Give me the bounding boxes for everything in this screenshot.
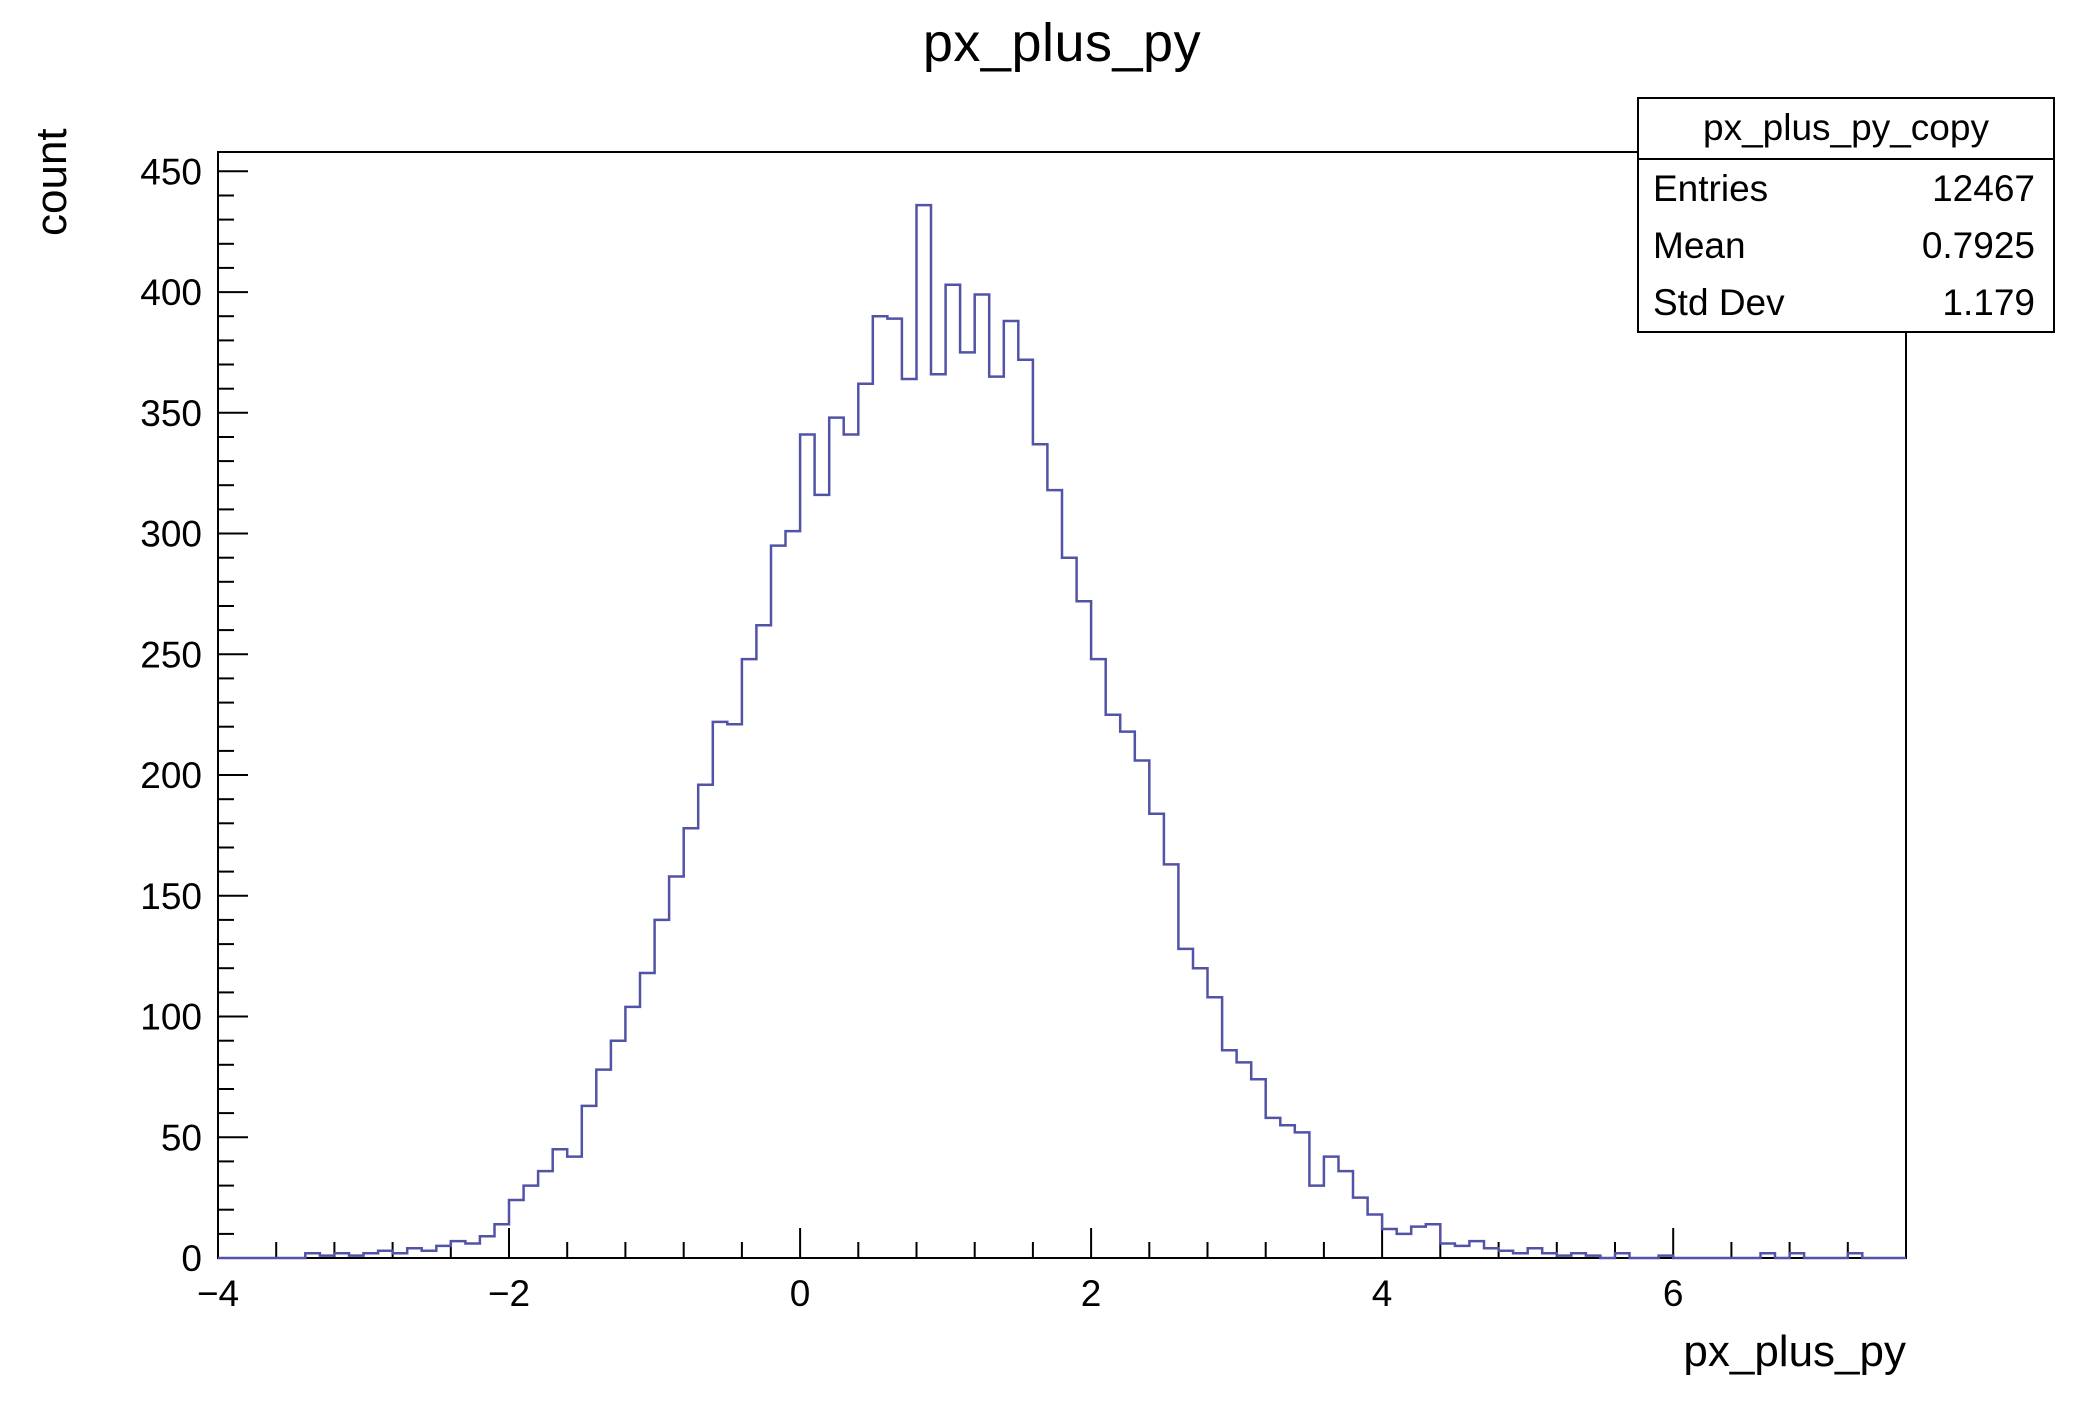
y-tick-label: 100 xyxy=(140,997,202,1038)
y-tick-label: 450 xyxy=(140,151,202,192)
stats-label: Mean xyxy=(1653,225,1746,266)
y-tick-label: 150 xyxy=(140,876,202,917)
y-tick-label: 350 xyxy=(140,393,202,434)
x-axis-tick-labels: −4 −2 0 2 4 6 xyxy=(197,1273,1684,1314)
y-tick-label: 50 xyxy=(161,1117,202,1158)
stats-row-entries: Entries 12467 xyxy=(1639,160,2053,217)
histogram-line xyxy=(218,203,1906,1260)
x-tick-label: −4 xyxy=(197,1273,239,1314)
x-tick-label: 0 xyxy=(790,1273,811,1314)
y-tick-label: 400 xyxy=(140,272,202,313)
stats-box: px_plus_py_copy Entries 12467 Mean 0.792… xyxy=(1637,97,2055,333)
stats-value: 0.7925 xyxy=(1921,225,2035,266)
x-tick-label: 2 xyxy=(1081,1273,1102,1314)
plot-frame xyxy=(217,151,1907,1259)
y-tick-label: 0 xyxy=(181,1238,202,1279)
y-tick-label: 250 xyxy=(140,634,202,675)
x-axis-title: px_plus_py xyxy=(1683,1327,1906,1376)
y-axis-ticks xyxy=(218,170,248,1259)
stats-label: Std Dev xyxy=(1653,282,1785,323)
y-tick-label: 200 xyxy=(140,755,202,796)
stats-label: Entries xyxy=(1653,168,1769,209)
stats-value: 12467 xyxy=(1932,168,2035,209)
x-tick-label: 6 xyxy=(1663,1273,1684,1314)
chart-title: px_plus_py xyxy=(922,13,1202,73)
y-axis-title: count xyxy=(27,128,76,236)
y-axis-tick-labels: 0 50 100 150 200 250 300 350 400 450 xyxy=(140,151,202,1279)
stats-box-title: px_plus_py_copy xyxy=(1639,99,2053,160)
y-tick-label: 300 xyxy=(140,514,202,555)
stats-row-stddev: Std Dev 1.179 xyxy=(1639,274,2053,331)
stats-value: 1.179 xyxy=(1942,282,2035,323)
x-tick-label: 4 xyxy=(1372,1273,1393,1314)
stats-row-mean: Mean 0.7925 xyxy=(1639,217,2053,274)
x-tick-label: −2 xyxy=(488,1273,530,1314)
